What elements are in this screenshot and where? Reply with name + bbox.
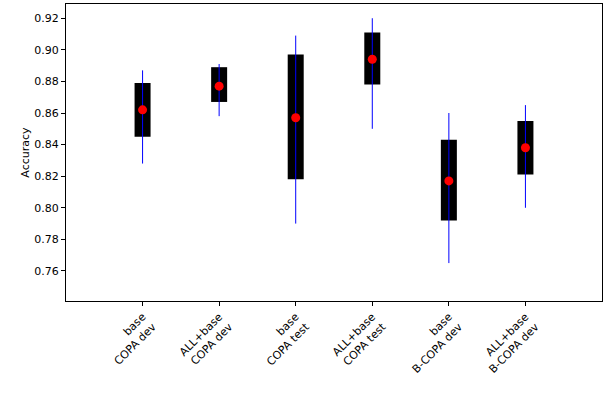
svg-text:ALL+baseCOPA test: ALL+baseCOPA test — [330, 310, 389, 369]
svg-text:0.86: 0.86 — [34, 107, 59, 120]
svg-text:ALL+baseCOPA dev: ALL+baseCOPA dev — [177, 310, 236, 369]
svg-text:baseCOPA test: baseCOPA test — [254, 310, 312, 368]
svg-text:0.88: 0.88 — [34, 75, 59, 88]
svg-text:0.82: 0.82 — [34, 170, 59, 183]
svg-text:0.90: 0.90 — [34, 44, 59, 57]
svg-text:0.84: 0.84 — [34, 138, 59, 151]
svg-text:baseCOPA dev: baseCOPA dev — [102, 310, 160, 368]
svg-text:baseB-COPA dev: baseB-COPA dev — [400, 310, 466, 376]
svg-text:Accuracy: Accuracy — [19, 127, 32, 178]
svg-text:0.78: 0.78 — [34, 233, 59, 246]
svg-text:ALL+baseB-COPA dev: ALL+baseB-COPA dev — [476, 310, 542, 376]
svg-text:0.80: 0.80 — [34, 202, 59, 215]
svg-text:0.92: 0.92 — [34, 12, 59, 25]
svg-text:0.76: 0.76 — [34, 265, 59, 278]
